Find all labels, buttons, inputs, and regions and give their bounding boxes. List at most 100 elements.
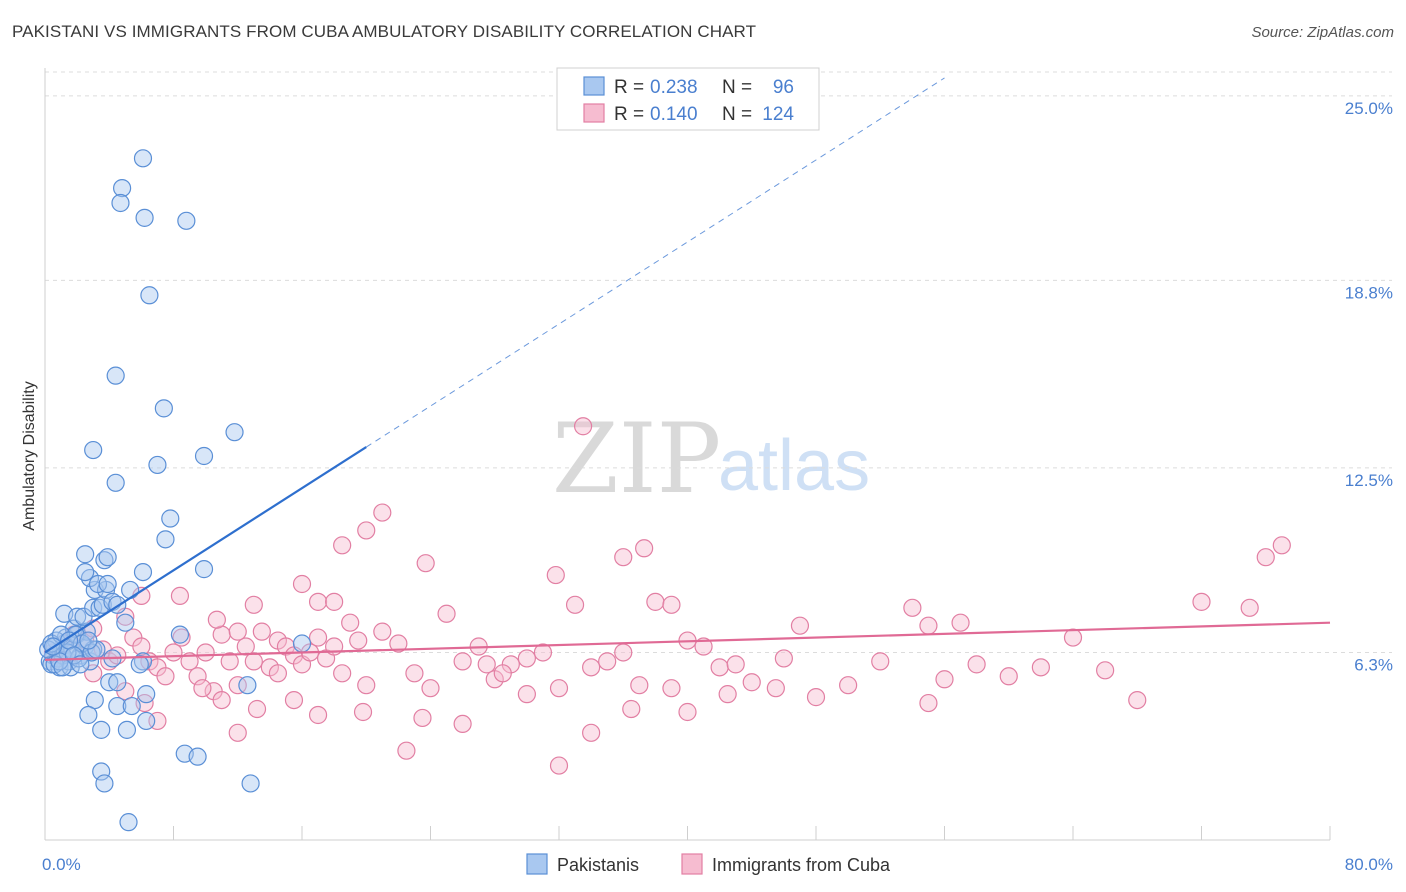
- cuba-point: [967, 655, 986, 674]
- axes: [44, 68, 1331, 841]
- pakistani-point: [76, 545, 95, 564]
- cuba-point: [614, 643, 633, 662]
- cuba-point: [694, 637, 713, 656]
- cuba-point: [517, 649, 536, 668]
- pakistani-trend-extension: [365, 77, 945, 448]
- cuba-point: [546, 565, 565, 585]
- cuba-point: [582, 658, 601, 677]
- cuba-point: [662, 595, 681, 614]
- cuba-point: [565, 595, 585, 614]
- cuba-point: [172, 628, 191, 647]
- y-tick-label: 18.8%: [1345, 283, 1393, 302]
- pakistani-point: [95, 551, 114, 570]
- pakistani-point: [112, 178, 132, 198]
- pakistani-point: [238, 676, 257, 695]
- cuba-point: [252, 622, 271, 641]
- cuba-point: [1272, 536, 1291, 555]
- pakistani-point: [88, 574, 108, 594]
- legend-n-value-2: 124: [762, 104, 794, 125]
- cuba-point: [726, 655, 745, 674]
- chart-title: PAKISTANI VS IMMIGRANTS FROM CUBA AMBULA…: [12, 22, 757, 41]
- cuba-point: [1240, 598, 1259, 617]
- pakistani-point: [68, 607, 87, 626]
- cuba-point: [453, 714, 472, 734]
- cuba-point: [630, 676, 649, 695]
- cuba-point: [268, 664, 288, 683]
- pakistani-point: [177, 211, 196, 230]
- cuba-point: [517, 685, 536, 704]
- cuba-point: [212, 690, 231, 710]
- bottom-legend-swatch-cuba: [681, 853, 703, 875]
- pakistani-point: [154, 399, 173, 418]
- cuba-point: [1031, 658, 1050, 677]
- cuba-point: [718, 685, 737, 704]
- cuba-point: [839, 676, 858, 695]
- pakistani-point: [156, 530, 175, 549]
- pakistani-point: [137, 685, 156, 704]
- pakistani-point: [188, 747, 207, 766]
- cuba-point: [646, 592, 665, 611]
- cuba-point: [193, 679, 212, 698]
- pakistani-point: [148, 455, 167, 475]
- y-tick-label: 25.0%: [1345, 99, 1393, 118]
- cuba-point: [292, 574, 312, 594]
- cuba-point: [437, 604, 456, 623]
- cuba-point: [999, 667, 1018, 686]
- pakistani-point: [130, 655, 149, 674]
- pakistani-point: [225, 423, 244, 442]
- pakistani-point: [106, 473, 125, 492]
- cuba-point: [662, 679, 681, 698]
- cuba-trend-line: [44, 621, 1331, 662]
- cuba-point: [919, 693, 938, 713]
- pakistani-point: [241, 774, 260, 793]
- cuba-point: [453, 652, 472, 671]
- cuba-point: [413, 708, 432, 728]
- cuba-point: [598, 652, 617, 671]
- legend-swatch-cuba: [583, 103, 605, 123]
- cuba-point: [919, 616, 938, 635]
- legend-n-value-1: 96: [773, 77, 794, 98]
- cuba-point: [397, 741, 416, 760]
- cuba-point: [196, 643, 215, 662]
- cuba-point: [405, 664, 424, 683]
- pakistani-point: [194, 560, 214, 579]
- cuba-point: [84, 664, 103, 683]
- tick-labels: 6.3% 12.5% 18.8% 25.0% 0.0% 80.0%: [42, 99, 1393, 874]
- cuba-point: [373, 622, 392, 641]
- cuba-point: [353, 702, 373, 722]
- cuba-point: [573, 417, 593, 436]
- cuba-point: [188, 667, 207, 686]
- y-tick-label: 6.3%: [1354, 655, 1393, 674]
- pakistani-point: [117, 720, 137, 739]
- cuba-point: [349, 631, 368, 650]
- legend-n-label-1: N =: [722, 77, 752, 98]
- legend-r-label-2: R =: [614, 104, 644, 125]
- cuba-point: [389, 634, 408, 653]
- cuba-point: [871, 652, 890, 671]
- cuba-point: [635, 539, 654, 558]
- cuba-point: [1128, 690, 1147, 710]
- y-axis-title: Ambulatory Disability: [21, 381, 38, 530]
- cuba-point: [1096, 661, 1115, 680]
- pakistani-point: [133, 562, 153, 582]
- cuba-point: [164, 643, 183, 662]
- cuba-point: [325, 592, 344, 611]
- cuba-point: [678, 702, 697, 722]
- pakistani-point: [79, 705, 98, 725]
- pakistani-point: [76, 562, 95, 582]
- series-legend: Pakistanis Immigrants from Cuba: [526, 853, 891, 875]
- x-tick-label: 80.0%: [1345, 855, 1393, 874]
- legend-r-label-1: R =: [614, 77, 644, 98]
- pakistani-point: [119, 813, 138, 832]
- pakistani-point: [84, 440, 103, 460]
- pakistani-points: [39, 149, 312, 832]
- pakistani-point: [170, 625, 190, 644]
- cuba-point: [341, 613, 360, 632]
- cuba-point: [228, 622, 247, 641]
- correlation-legend: R = 0.238 N = 96 R = 0.140 N = 124: [556, 67, 820, 131]
- pakistani-point: [292, 634, 312, 653]
- pakistani-point: [108, 696, 127, 716]
- cuba-point: [132, 637, 151, 656]
- pakistani-trend-line: [44, 446, 367, 654]
